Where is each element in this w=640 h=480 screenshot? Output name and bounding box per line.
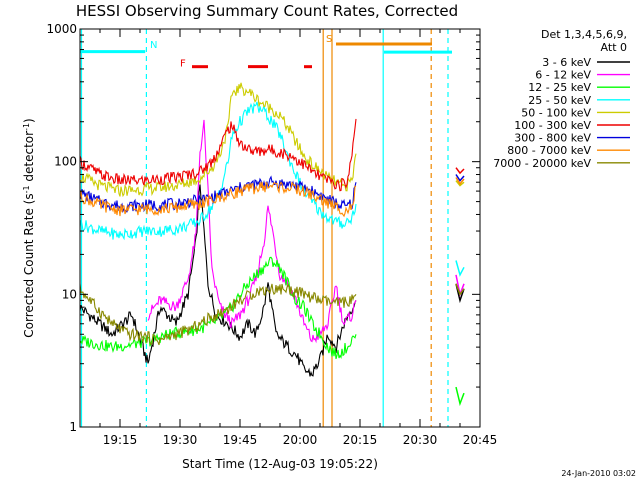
- legend-entry-label: 3 - 6 keV: [542, 56, 591, 69]
- series-line: [79, 256, 357, 360]
- y-tick-label: 1000: [46, 22, 77, 36]
- series-line-segment: [455, 260, 465, 277]
- series-line-segment: [455, 167, 465, 175]
- y-axis-label-part: detector: [22, 131, 36, 186]
- y-axis-label: Corrected Count Rate (s-1 detector-1): [22, 118, 37, 337]
- legend-entry-label: 7000 - 20000 keV: [493, 157, 591, 170]
- y-axis-label-part: -1: [22, 185, 31, 193]
- series-line: [79, 82, 357, 198]
- x-tick-label: 20:00: [283, 433, 318, 447]
- x-tick-label: 19:45: [223, 433, 258, 447]
- annotation-label: S: [326, 34, 332, 45]
- x-tick-label: 20:15: [343, 433, 378, 447]
- timestamp: 24-Jan-2010 03:02: [561, 469, 636, 478]
- series-line: [79, 118, 357, 192]
- x-tick-label: 20:45: [463, 433, 498, 447]
- plot-area: N F S: [79, 29, 465, 427]
- y-axis-label-part: Corrected Count Rate (s: [22, 193, 36, 337]
- axis-ticks: 19:15 19:30 19:45 20:00 20:15 20:30 20:45 1 10 10…: [46, 22, 497, 447]
- legend-entry-label: 6 - 12 keV: [535, 69, 591, 82]
- y-tick-label: 1: [69, 420, 77, 434]
- series-line-segment: [455, 177, 465, 186]
- x-tick-label: 19:15: [103, 433, 138, 447]
- x-tick-label: 20:30: [403, 433, 438, 447]
- series-line: [79, 181, 357, 218]
- legend-header-line: Att 0: [601, 41, 627, 54]
- legend-entry-label: 50 - 100 keV: [521, 106, 591, 119]
- y-axis-label-part: -1: [22, 123, 31, 131]
- x-tick-label: 19:30: [163, 433, 198, 447]
- annotation-label: N: [150, 40, 157, 51]
- series-line: [79, 282, 357, 346]
- annotation-label: F: [180, 59, 186, 70]
- y-tick-label: 10: [62, 287, 77, 301]
- y-tick-label: 100: [54, 155, 77, 169]
- series-line-segment: [455, 180, 465, 187]
- legend-entry-label: 800 - 7000 keV: [507, 144, 591, 157]
- series-line: [147, 119, 357, 344]
- legend-header-line: Det 1,3,4,5,6,9,: [541, 28, 627, 41]
- legend-entry-label: 300 - 800 keV: [514, 132, 591, 145]
- legend-entry-label: 25 - 50 keV: [528, 94, 591, 107]
- x-axis-label: Start Time (12-Aug-03 19:05:22): [182, 457, 378, 471]
- legend-entry-label: 12 - 25 keV: [528, 81, 591, 94]
- chart-title: HESSI Observing Summary Count Rates, Cor…: [76, 2, 458, 20]
- series-line-segment: [455, 283, 465, 296]
- legend-entry-label: 100 - 300 keV: [514, 119, 591, 132]
- y-axis-label-part: ): [22, 118, 36, 123]
- series-line-segment: [455, 386, 465, 407]
- series-line-segment: [455, 174, 465, 182]
